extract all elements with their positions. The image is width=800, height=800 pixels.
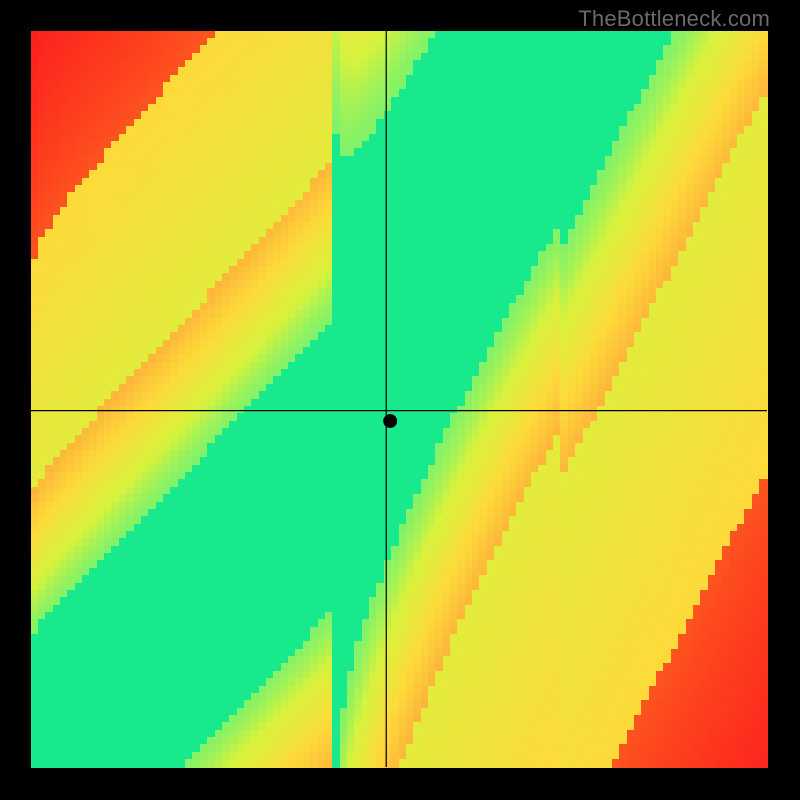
bottleneck-heatmap <box>0 0 800 800</box>
watermark-text: TheBottleneck.com <box>578 6 770 32</box>
